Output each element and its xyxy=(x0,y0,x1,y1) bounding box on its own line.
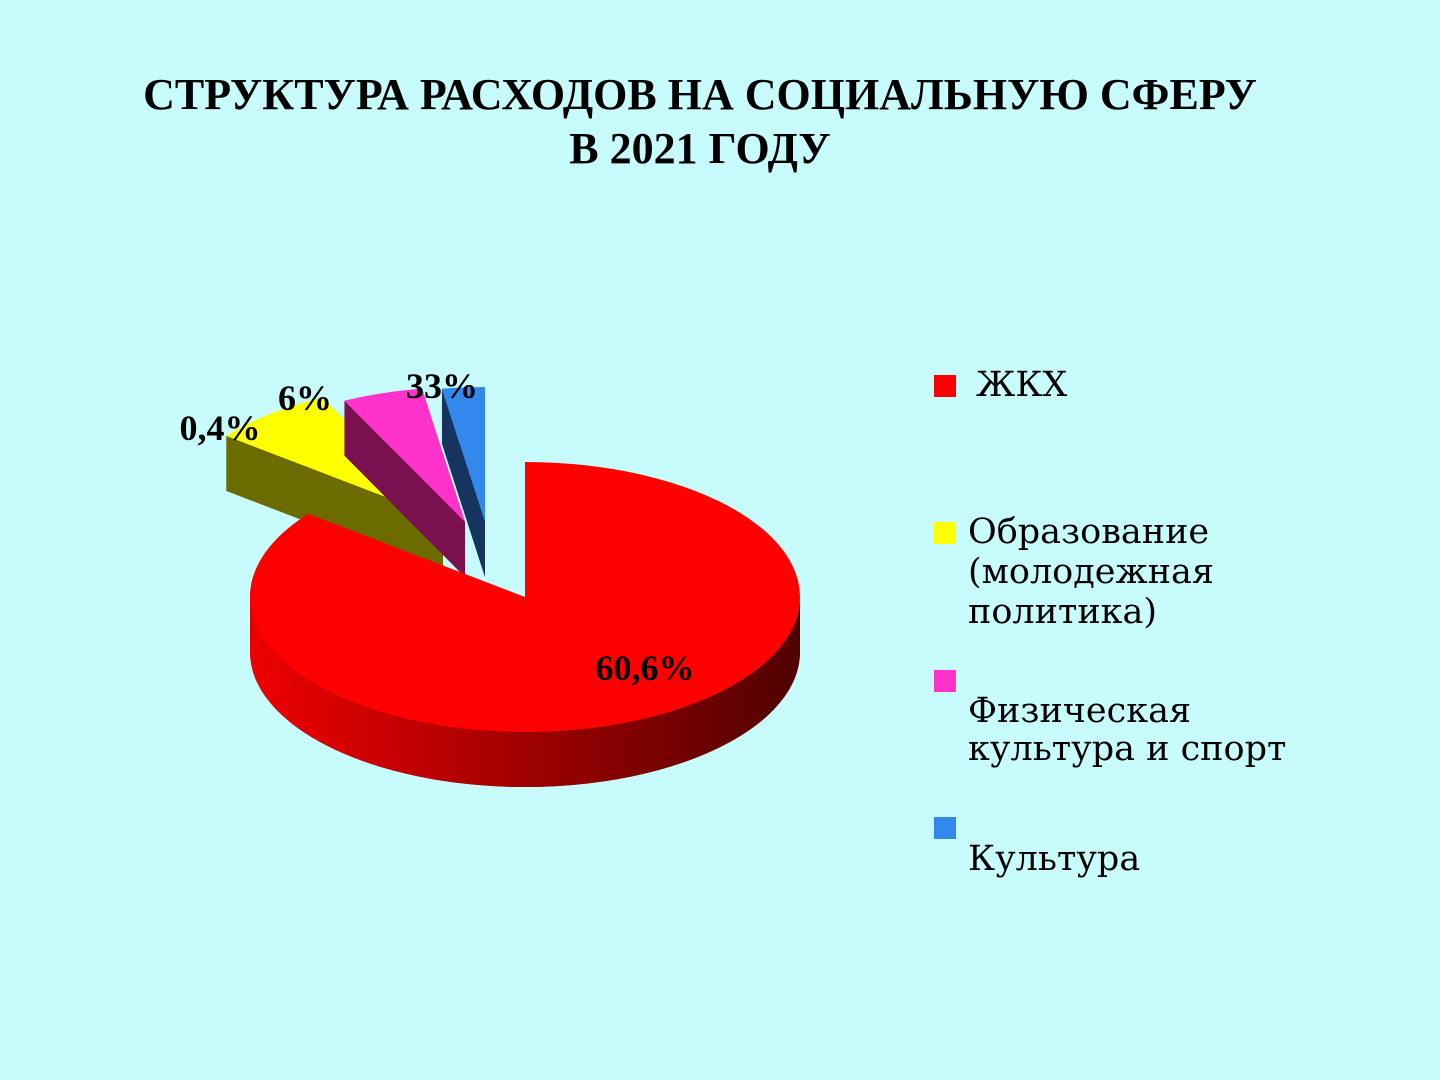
legend-label: ЖКХ xyxy=(976,365,1068,405)
pie-slice-sport xyxy=(344,388,465,522)
slice-cut-face-education xyxy=(226,435,443,574)
data-label-culture: 33% xyxy=(406,366,478,406)
chart-title-line-1: СТРУКТУРА РАСХОДОВ НА СОЦИАЛЬНУЮ СФЕРУ xyxy=(143,70,1257,119)
slice-front-wall-zhkh xyxy=(250,597,800,787)
pie-slice-zhkh xyxy=(249,462,800,732)
legend-swatch xyxy=(934,375,956,397)
legend-swatch xyxy=(934,670,956,692)
chart-title: СТРУКТУРА РАСХОДОВ НА СОЦИАЛЬНУЮ СФЕРУ В… xyxy=(0,68,1400,176)
legend-label: Культура xyxy=(968,839,1141,879)
pie-slice-culture xyxy=(441,387,485,522)
legend-label: Образование (молодежная политика) xyxy=(968,512,1214,632)
data-label-education: 0,4% xyxy=(180,408,261,448)
data-label-sport: 6% xyxy=(278,378,332,418)
data-label-zhkh: 60,6% xyxy=(596,648,695,688)
legend-swatch xyxy=(934,817,956,839)
chart-title-line-2: В 2021 ГОДУ xyxy=(569,124,831,173)
slice-cut-face-sport xyxy=(344,400,465,577)
legend-swatch xyxy=(934,522,956,544)
legend-label: Физическая культура и спорт xyxy=(968,691,1287,769)
slice-cut-face-culture xyxy=(441,388,485,577)
